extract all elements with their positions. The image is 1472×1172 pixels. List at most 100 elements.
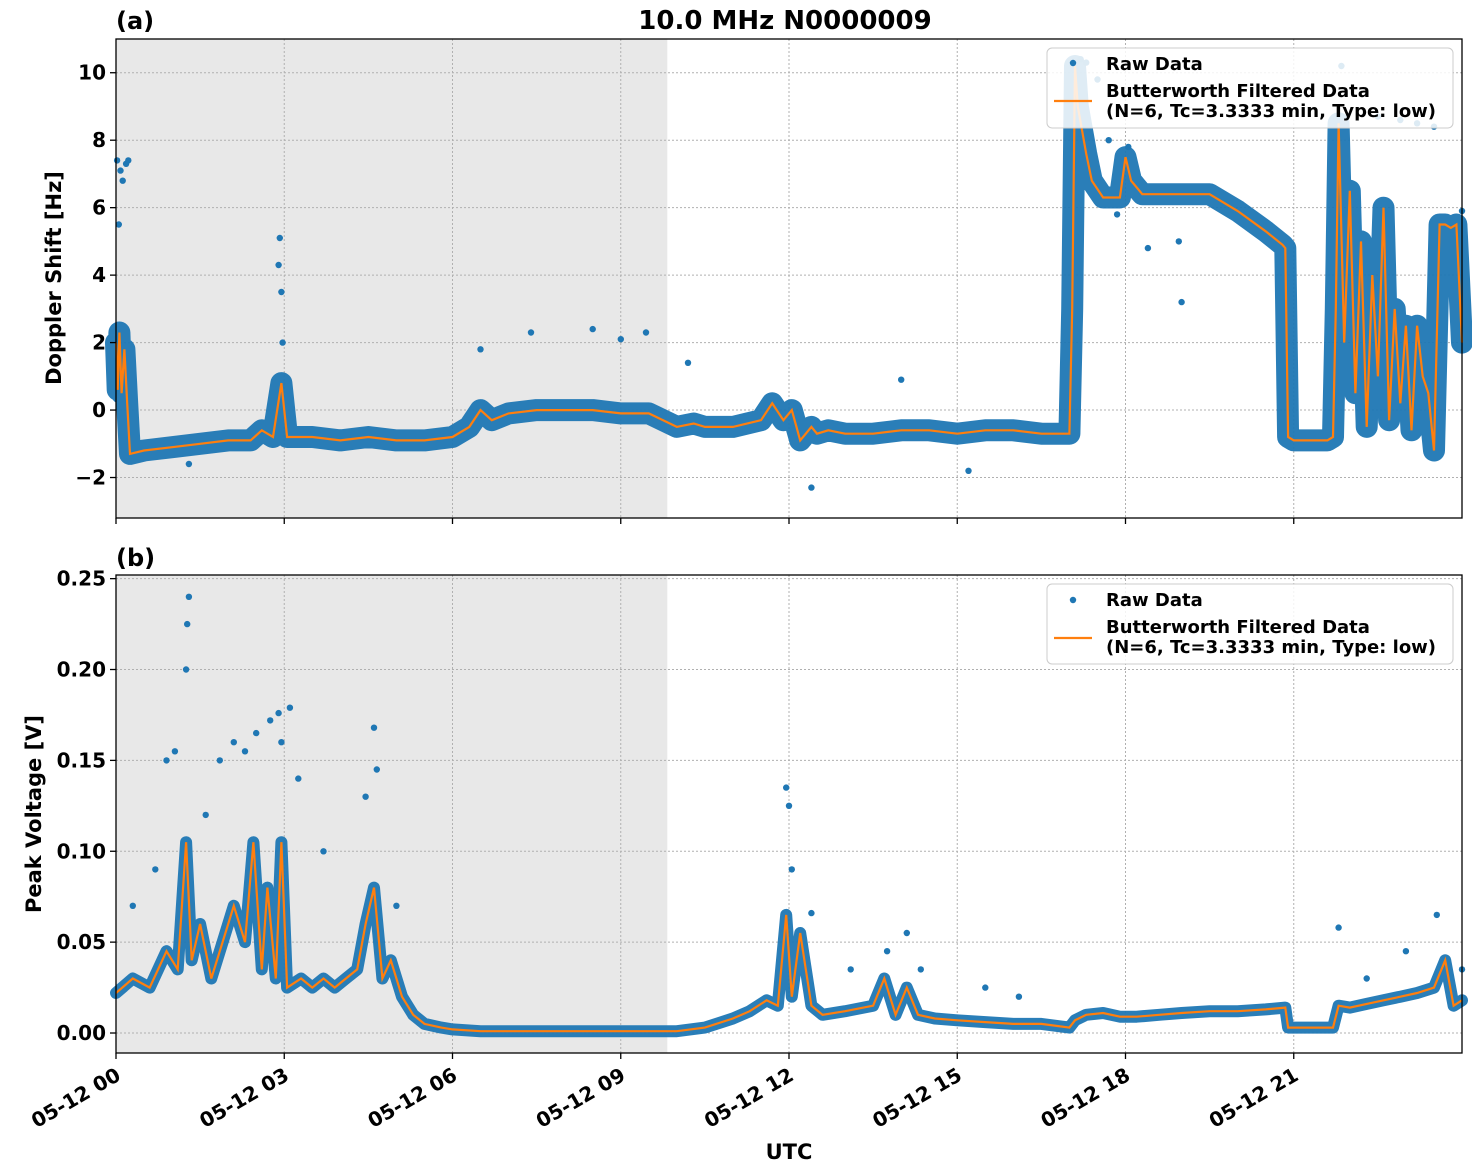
- panel-b-voltage: 05-12 00 05-12 03 05-12 06 05-12 09 05-12 12…: [22, 544, 1468, 1164]
- raw-point: [527, 329, 535, 336]
- raw-point: [202, 811, 209, 819]
- raw-point: [1178, 298, 1185, 306]
- legend-filtered-label-b: Butterworth Filtered Data: [1106, 617, 1370, 638]
- raw-point: [1433, 911, 1441, 919]
- raw-point: [1125, 143, 1132, 151]
- raw-point: [171, 748, 179, 755]
- y-tick-label: 0.00: [57, 1021, 106, 1045]
- raw-point: [1113, 211, 1121, 218]
- raw-point: [295, 775, 302, 782]
- x-ticks-a: [115, 518, 1295, 524]
- raw-point: [275, 709, 282, 717]
- y-tick-label: 6: [92, 196, 106, 220]
- y-tick-label: −2: [75, 466, 106, 490]
- raw-point: [477, 346, 484, 353]
- raw-point: [1363, 975, 1370, 982]
- x-tick-label: 05-12 15: [868, 1063, 966, 1133]
- raw-point: [847, 966, 854, 973]
- raw-point: [1015, 993, 1023, 1000]
- y-tick-label: 10: [78, 61, 106, 85]
- panel-label-b: (b): [116, 544, 155, 572]
- x-tick-label: 05-12 03: [195, 1063, 293, 1133]
- y-tick-label: 0.05: [57, 930, 106, 954]
- raw-point: [119, 177, 126, 184]
- panel-a-doppler: −2 0 2 4 6 8 10 (a) Doppler Shift [Hz] Raw Dat…: [42, 7, 1472, 524]
- filtered-line-a: [114, 65, 1464, 456]
- x-tick-label: 05-12 18: [1036, 1063, 1134, 1133]
- raw-point: [279, 339, 286, 346]
- raw-point: [1335, 924, 1342, 931]
- raw-point: [216, 757, 223, 764]
- x-tick-label: 05-12 06: [363, 1063, 461, 1133]
- raw-point: [163, 757, 170, 764]
- raw-point: [278, 739, 285, 746]
- raw-point: [1402, 948, 1410, 955]
- raw-point: [982, 984, 989, 991]
- x-tick-label: 05-12 12: [700, 1063, 798, 1133]
- raw-point: [642, 329, 650, 336]
- raw-point: [1105, 137, 1112, 144]
- y-tick-label: 8: [92, 128, 106, 152]
- y-tick-label: 4: [92, 263, 106, 287]
- raw-point: [230, 739, 237, 746]
- y-axis-label-b: Peak Voltage [V]: [22, 715, 46, 913]
- figure-title: 10.0 MHz N0000009: [638, 6, 931, 36]
- legend-raw-label-a: Raw Data: [1106, 54, 1203, 75]
- raw-point: [253, 729, 260, 737]
- raw-point: [898, 376, 905, 383]
- raw-point: [117, 167, 124, 174]
- raw-point: [115, 221, 123, 228]
- y-tick-label: 0.25: [57, 567, 106, 591]
- y-tick-label: 2: [92, 331, 106, 355]
- raw-point: [373, 766, 380, 773]
- raw-point: [182, 666, 190, 673]
- raw-point: [684, 359, 692, 366]
- legend-a: Raw Data Butterworth Filtered Data (N=6,…: [1046, 47, 1454, 129]
- raw-point: [125, 157, 132, 164]
- raw-point: [965, 467, 972, 474]
- y-ticks-b: 0.00 0.05 0.10 0.15 0.20 0.25: [57, 567, 116, 1045]
- raw-point: [278, 288, 285, 296]
- legend-filtered-params-b: (N=6, Tc=3.3333 min, Type: low): [1106, 637, 1436, 658]
- raw-point: [783, 784, 790, 791]
- raw-point: [320, 848, 327, 855]
- x-axis-label-b: UTC: [766, 1140, 813, 1164]
- raw-point: [286, 704, 294, 711]
- raw-point: [1175, 238, 1183, 245]
- x-tick-label: 05-12 00: [27, 1063, 125, 1133]
- y-tick-label: 0.10: [57, 839, 106, 863]
- raw-point: [1144, 244, 1152, 252]
- legend-filtered-label-a: Butterworth Filtered Data: [1106, 81, 1370, 102]
- raw-point: [903, 929, 910, 937]
- legend-raw-marker-b: [1069, 596, 1077, 604]
- legend-b: Raw Data Butterworth Filtered Data (N=6,…: [1046, 583, 1454, 665]
- legend-raw-label-b: Raw Data: [1106, 590, 1203, 611]
- y-tick-label: 0.20: [57, 658, 106, 682]
- raw-point: [617, 336, 624, 343]
- raw-point: [275, 261, 282, 269]
- y-tick-label: 0.15: [57, 748, 106, 772]
- raw-point: [185, 593, 193, 600]
- raw-point: [184, 620, 191, 628]
- raw-point: [276, 234, 283, 242]
- legend-box-a: [1046, 47, 1454, 129]
- raw-point: [788, 866, 795, 873]
- raw-point: [589, 325, 596, 333]
- raw-point: [393, 902, 400, 909]
- filtered-line-b: [115, 842, 1463, 1033]
- raw-point: [267, 717, 274, 724]
- raw-point: [241, 748, 249, 755]
- y-tick-label: 0: [92, 398, 106, 422]
- x-tick-label: 05-12 21: [1205, 1063, 1303, 1133]
- legend-raw-marker-a: [1069, 59, 1077, 67]
- raw-point: [113, 157, 121, 164]
- panel-label-a: (a): [116, 7, 154, 35]
- raw-point: [808, 484, 815, 491]
- raw-point: [370, 724, 378, 731]
- raw-point: [917, 966, 924, 973]
- raw-point: [808, 909, 815, 917]
- raw-point: [185, 460, 193, 468]
- y-axis-label-a: Doppler Shift [Hz]: [42, 171, 66, 385]
- raw-point: [152, 866, 159, 873]
